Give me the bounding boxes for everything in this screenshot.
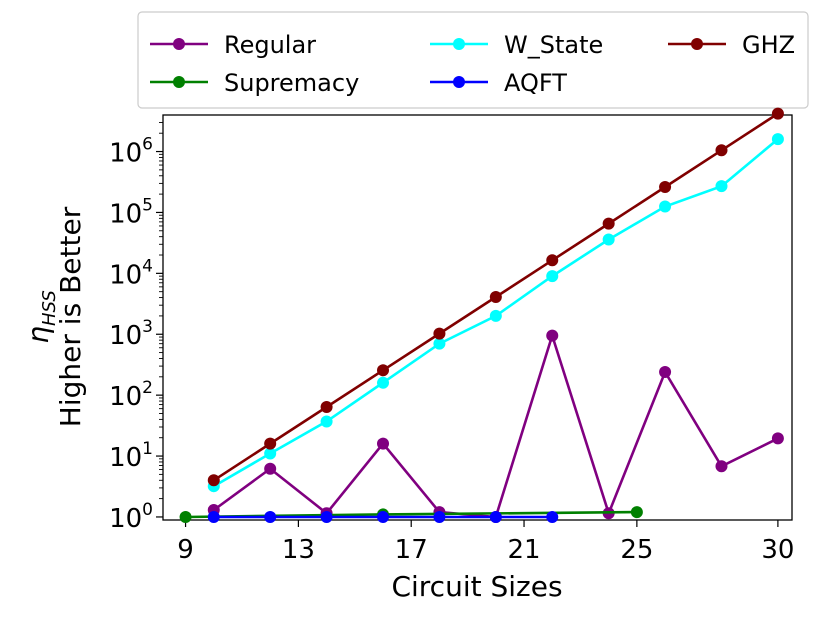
data-point bbox=[771, 133, 784, 146]
legend-entry-w-state: W_State bbox=[430, 31, 603, 59]
data-point bbox=[377, 510, 390, 523]
legend-entry-aqft: AQFT bbox=[430, 69, 567, 97]
data-point bbox=[602, 233, 615, 246]
data-point bbox=[264, 447, 277, 460]
legend: Regular Supremacy W_State AQFT GHZ bbox=[137, 11, 809, 109]
legend-marker bbox=[691, 38, 703, 50]
y-axis-label-line2: Higher is Better bbox=[54, 206, 87, 427]
series-ghz bbox=[207, 107, 784, 487]
x-tick-label: 30 bbox=[761, 535, 794, 565]
data-point bbox=[715, 144, 728, 157]
legend-entry-supremacy: Supremacy bbox=[150, 69, 359, 97]
data-point bbox=[433, 337, 446, 350]
legend-marker bbox=[173, 38, 185, 50]
data-point bbox=[377, 364, 390, 377]
y-tick-label: 106 bbox=[109, 135, 153, 169]
data-point bbox=[771, 107, 784, 120]
x-tick-label: 9 bbox=[177, 535, 194, 565]
x-tick-label: 17 bbox=[395, 535, 428, 565]
y-tick-label: 101 bbox=[109, 439, 153, 473]
data-point bbox=[546, 270, 559, 283]
svg-text:ηHSS: ηHSS bbox=[22, 290, 60, 344]
data-point bbox=[659, 180, 672, 193]
data-point bbox=[264, 462, 277, 475]
y-tick-label: 100 bbox=[109, 500, 153, 534]
legend-label: Supremacy bbox=[224, 69, 359, 97]
data-point bbox=[207, 474, 220, 487]
data-point bbox=[771, 432, 784, 445]
y-axis-label: ηHSS Higher is Better bbox=[22, 206, 87, 427]
data-point bbox=[320, 400, 333, 413]
y-tick-label: 104 bbox=[109, 256, 153, 290]
plot-area bbox=[162, 114, 793, 521]
data-point bbox=[546, 510, 559, 523]
legend-label: GHZ bbox=[742, 31, 795, 59]
data-point bbox=[207, 510, 220, 523]
data-point bbox=[433, 327, 446, 340]
series-aqft bbox=[207, 510, 559, 523]
data-point bbox=[546, 254, 559, 267]
y-axis-label-eta: η bbox=[22, 326, 55, 344]
legend-label: W_State bbox=[504, 31, 603, 59]
y-tick-label: 105 bbox=[109, 195, 153, 229]
x-tick-label: 25 bbox=[620, 535, 653, 565]
y-axis-label-subscript: HSS bbox=[39, 290, 60, 326]
data-point bbox=[489, 309, 502, 322]
x-axis-label: Circuit Sizes bbox=[391, 570, 562, 603]
data-point bbox=[659, 365, 672, 378]
data-point bbox=[546, 329, 559, 342]
y-tick-label: 103 bbox=[109, 317, 153, 351]
data-point bbox=[179, 510, 192, 523]
data-point bbox=[489, 510, 502, 523]
data-point bbox=[377, 437, 390, 450]
legend-entry-regular: Regular bbox=[150, 31, 316, 59]
x-tick-label: 13 bbox=[282, 535, 315, 565]
data-point bbox=[602, 217, 615, 230]
data-point bbox=[320, 415, 333, 428]
data-point bbox=[715, 460, 728, 473]
series-w-state bbox=[207, 133, 784, 493]
legend-marker bbox=[453, 76, 465, 88]
legend-marker bbox=[173, 76, 185, 88]
legend-marker bbox=[453, 38, 465, 50]
legend-label: AQFT bbox=[504, 69, 567, 97]
data-point bbox=[489, 290, 502, 303]
data-point bbox=[377, 376, 390, 389]
legend-entry-ghz: GHZ bbox=[668, 31, 795, 59]
data-point bbox=[264, 437, 277, 450]
data-point bbox=[433, 510, 446, 523]
data-point bbox=[320, 510, 333, 523]
legend-frame bbox=[137, 11, 809, 109]
legend-label: Regular bbox=[224, 31, 316, 59]
x-tick-label: 21 bbox=[507, 535, 540, 565]
data-point bbox=[659, 200, 672, 213]
data-point bbox=[715, 180, 728, 193]
data-point bbox=[264, 510, 277, 523]
data-point bbox=[630, 506, 643, 519]
y-tick-label: 102 bbox=[109, 378, 153, 412]
